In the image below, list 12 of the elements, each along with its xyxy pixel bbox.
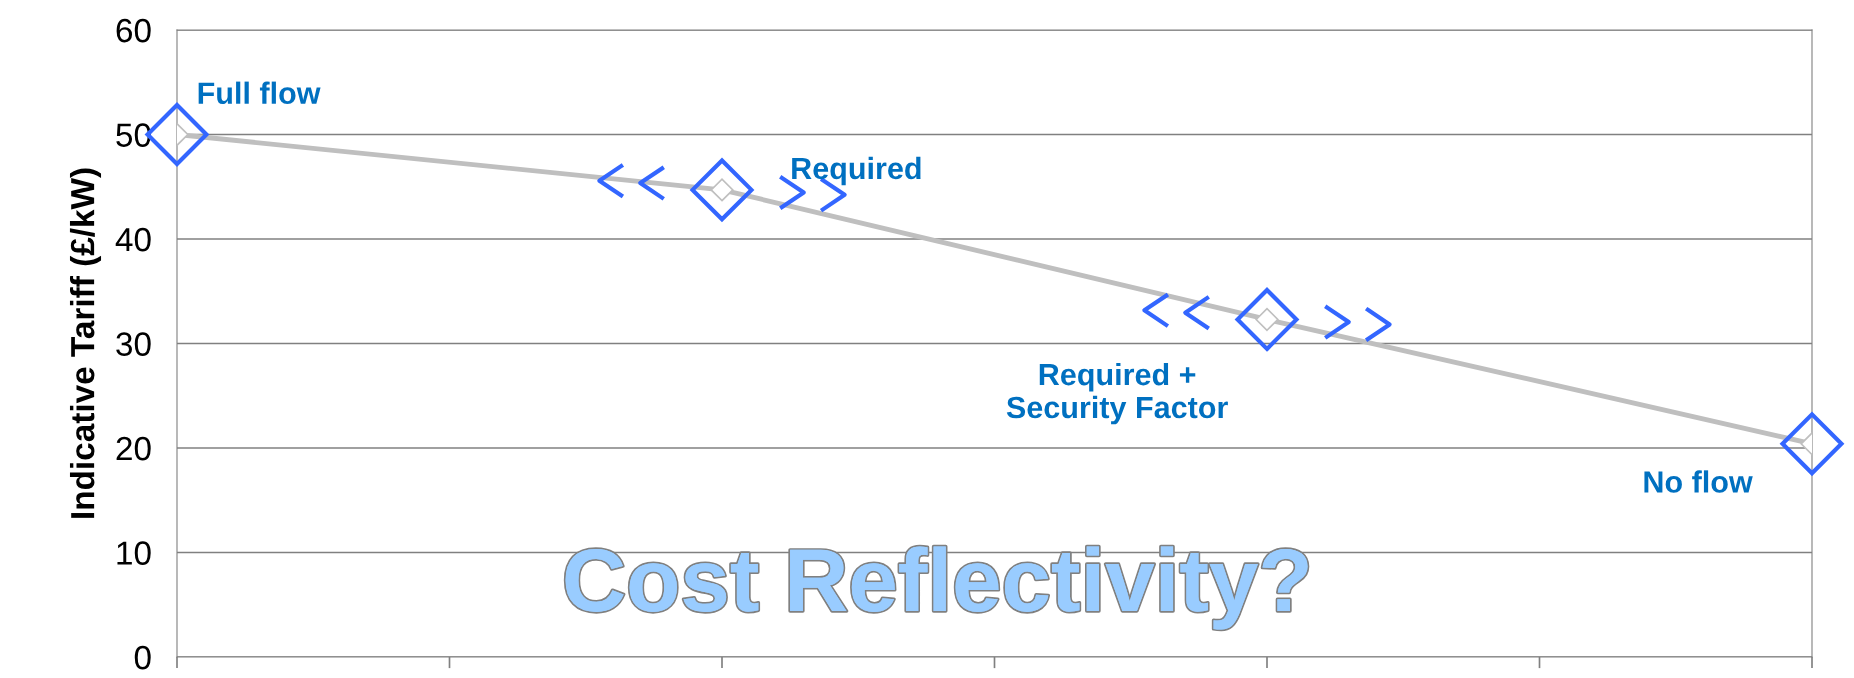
y-tick-label: 0 <box>134 645 151 670</box>
y-tick-label: 20 <box>116 436 151 461</box>
y-tick-label: 40 <box>115 227 151 252</box>
y-axis-title: Indicative Tariff (£/kW) <box>69 168 102 518</box>
annotation: Cost Reflectivity? <box>565 546 1308 630</box>
y-tick-label: 10 <box>117 541 151 565</box>
y-tick-label: 30 <box>116 332 151 356</box>
y-tick-label: 60 <box>116 18 151 43</box>
annotation: Required + Security Factor <box>1006 362 1228 425</box>
annotation: Full flow <box>198 81 321 105</box>
annotation: No flow <box>1644 470 1753 493</box>
annotation: Required <box>792 156 921 186</box>
